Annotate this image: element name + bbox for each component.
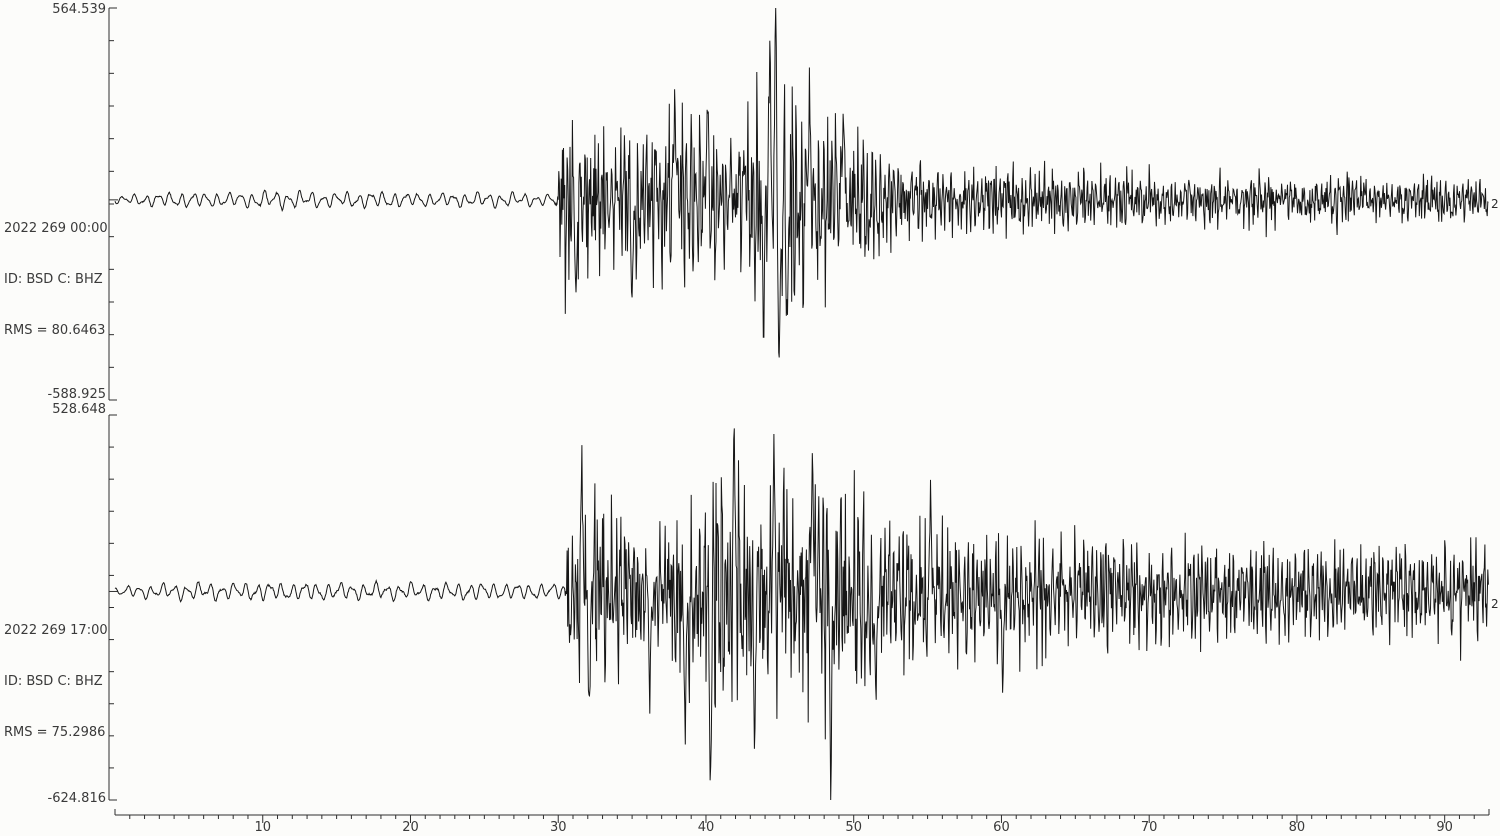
trace2-ymax-label: 528.648 <box>52 402 106 417</box>
waveform-trace-1 <box>114 7 1489 358</box>
trace1-ymax-label: 564.539 <box>52 2 106 17</box>
trace2-ymin-label: -624.816 <box>47 791 106 806</box>
trace1-start-time-label: 2022 269 00:00 <box>4 221 108 236</box>
x-tick-label: 50 <box>845 820 862 835</box>
trace1-ymin-label: -588.925 <box>47 387 106 402</box>
x-tick-label: 10 <box>254 820 271 835</box>
trace2-start-time-label: 2022 269 17:00 <box>4 623 108 638</box>
waveform-trace-2 <box>114 428 1489 801</box>
x-tick-label: 80 <box>1289 820 1306 835</box>
trace2-right-clipped-label: 2 <box>1491 597 1499 611</box>
trace2-channel-id-label: ID: BSD C: BHZ <box>4 674 103 689</box>
trace1-rms-label: RMS = 80.6463 <box>4 323 106 338</box>
x-tick-label: 60 <box>993 820 1010 835</box>
x-tick-label: 40 <box>698 820 715 835</box>
trace1-channel-id-label: ID: BSD C: BHZ <box>4 272 103 287</box>
trace1-right-clipped-label: 2 <box>1491 197 1499 211</box>
trace2-info-block: 2022 269 17:00 ID: BSD C: BHZ RMS = 75.2… <box>4 588 108 775</box>
x-tick-label: 20 <box>402 820 419 835</box>
x-tick-label: 70 <box>1141 820 1158 835</box>
x-tick-label: 30 <box>550 820 567 835</box>
x-tick-label: 90 <box>1436 820 1453 835</box>
trace1-info-block: 2022 269 00:00 ID: BSD C: BHZ RMS = 80.6… <box>4 186 108 373</box>
trace2-rms-label: RMS = 75.2986 <box>4 725 106 740</box>
